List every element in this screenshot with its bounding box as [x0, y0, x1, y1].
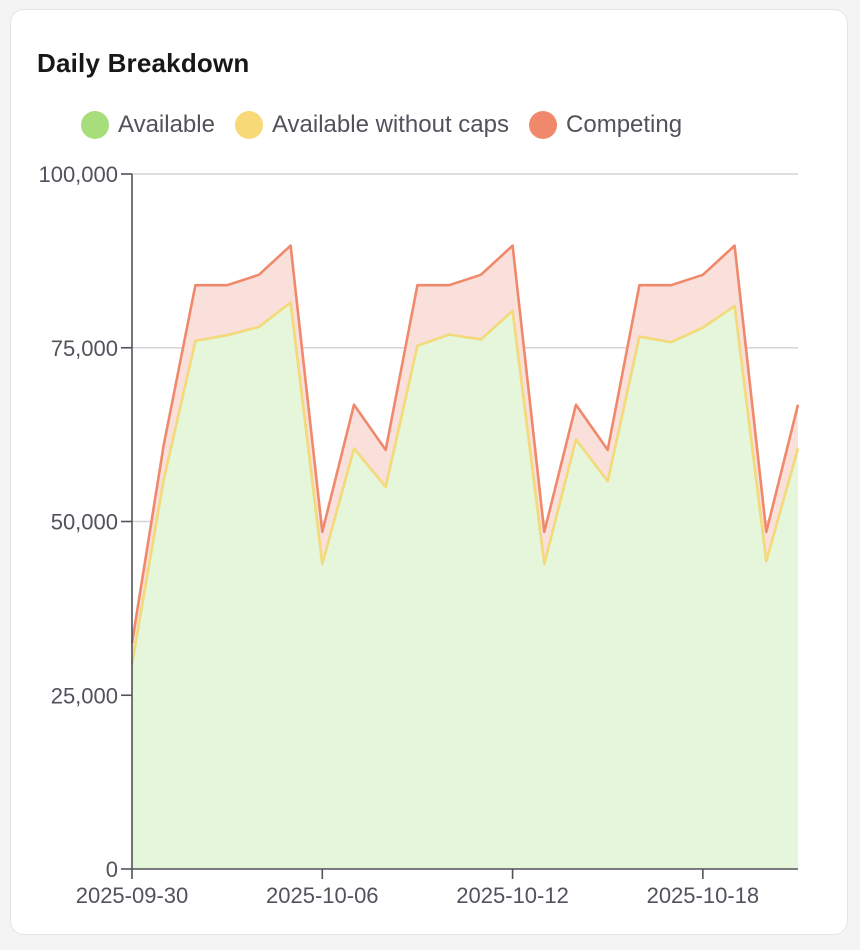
y-tick-label-0: 0 — [106, 857, 118, 882]
legend-swatch-competing — [529, 111, 558, 139]
y-tick-label-4: 100,000 — [38, 162, 118, 187]
area-available — [132, 302, 798, 870]
legend-item-competing[interactable]: Competing — [529, 111, 682, 139]
y-tick-label-1: 25,000 — [51, 683, 118, 708]
x-tick-label-1: 2025-10-06 — [266, 883, 379, 908]
y-tick-label-2: 50,000 — [51, 510, 118, 535]
legend-label-available: Available — [118, 111, 215, 138]
legend-swatch-available — [81, 111, 109, 139]
y-tick-label-3: 75,000 — [51, 336, 118, 361]
legend-item-available[interactable]: Available — [81, 111, 215, 139]
card-title: Daily Breakdown — [37, 48, 250, 78]
line-competing — [130, 244, 800, 644]
x-tick-label-2: 2025-10-12 — [456, 883, 569, 908]
x-tick-label-3: 2025-10-18 — [647, 883, 760, 908]
legend-label-competing: Competing — [566, 111, 683, 138]
x-tick-label-0: 2025-09-30 — [76, 883, 189, 908]
legend-swatch-available-without-caps — [234, 111, 263, 139]
line-available-without-caps — [130, 301, 800, 665]
legend-item-available-without-caps[interactable]: Available without caps — [234, 111, 510, 139]
chart-legend: Available Available without caps Competi… — [81, 111, 702, 139]
legend-label-available-without-caps: Available without caps — [271, 111, 510, 138]
